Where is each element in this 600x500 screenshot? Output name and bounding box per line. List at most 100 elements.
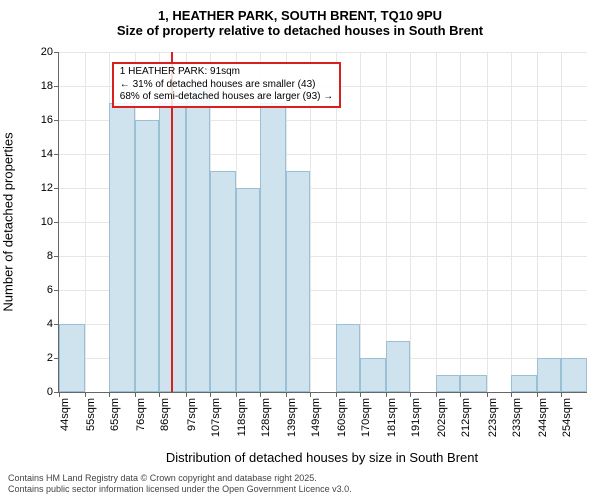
- histogram-bar: [286, 171, 310, 392]
- plot-area: 1 HEATHER PARK: 91sqm ← 31% of detached …: [58, 52, 587, 393]
- y-tick: [54, 86, 59, 87]
- x-tick: [410, 392, 411, 397]
- annotation-line2: ← 31% of detached houses are smaller (43…: [120, 79, 333, 92]
- x-tick: [135, 392, 136, 397]
- x-tick-label: 55sqm: [85, 398, 97, 431]
- attribution-line1: Contains HM Land Registry data © Crown c…: [8, 473, 600, 485]
- y-tick: [54, 256, 59, 257]
- x-tick-label: 86sqm: [159, 398, 171, 431]
- gridline-v: [436, 52, 437, 392]
- histogram-bar: [386, 341, 410, 392]
- y-tick-label: 4: [47, 318, 53, 330]
- chart-title-line2: Size of property relative to detached ho…: [0, 23, 600, 38]
- y-tick-label: 0: [47, 386, 53, 398]
- histogram-bar: [135, 120, 159, 392]
- y-tick: [54, 52, 59, 53]
- x-tick-label: 233sqm: [511, 398, 523, 437]
- histogram-bar: [210, 171, 236, 392]
- x-tick: [159, 392, 160, 397]
- x-tick-label: 212sqm: [460, 398, 472, 437]
- histogram-bar: [336, 324, 360, 392]
- y-tick-label: 14: [41, 148, 53, 160]
- x-tick-label: 254sqm: [561, 398, 573, 437]
- histogram-bar: [511, 375, 537, 392]
- x-tick-label: 118sqm: [236, 398, 248, 436]
- x-tick: [310, 392, 311, 397]
- annotation-line3: 68% of semi-detached houses are larger (…: [120, 91, 333, 104]
- y-tick: [54, 290, 59, 291]
- y-tick-label: 20: [41, 46, 53, 58]
- histogram-bar: [260, 103, 286, 392]
- x-tick: [436, 392, 437, 397]
- x-tick-label: 97sqm: [186, 398, 198, 431]
- histogram-bar: [460, 375, 486, 392]
- y-tick-label: 2: [47, 352, 53, 364]
- x-tick-label: 65sqm: [109, 398, 121, 431]
- histogram-bar: [360, 358, 386, 392]
- histogram-bar: [236, 188, 260, 392]
- y-tick-label: 12: [41, 182, 53, 194]
- x-tick-label: 170sqm: [360, 398, 372, 437]
- x-tick: [85, 392, 86, 397]
- y-tick: [54, 120, 59, 121]
- x-tick-label: 128sqm: [260, 398, 272, 437]
- x-tick-label: 160sqm: [336, 398, 348, 437]
- x-tick: [186, 392, 187, 397]
- x-tick: [537, 392, 538, 397]
- x-tick-label: 202sqm: [436, 398, 448, 437]
- y-tick-label: 16: [41, 114, 53, 126]
- x-tick: [286, 392, 287, 397]
- gridline-v: [487, 52, 488, 392]
- histogram-bar: [109, 103, 135, 392]
- x-tick: [59, 392, 60, 397]
- x-tick-label: 223sqm: [487, 398, 499, 437]
- histogram-bar: [59, 324, 85, 392]
- attribution-line2: Contains public sector information licen…: [8, 484, 600, 496]
- gridline-v: [410, 52, 411, 392]
- gridline-v: [460, 52, 461, 392]
- x-tick: [460, 392, 461, 397]
- histogram-bar: [436, 375, 460, 392]
- gridline-v: [511, 52, 512, 392]
- histogram-bar: [537, 358, 561, 392]
- x-tick: [336, 392, 337, 397]
- y-tick-label: 18: [41, 80, 53, 92]
- x-tick-label: 76sqm: [135, 398, 147, 431]
- histogram-bar: [186, 86, 210, 392]
- gridline-h: [59, 52, 587, 53]
- x-tick: [260, 392, 261, 397]
- x-tick: [236, 392, 237, 397]
- gridline-v: [85, 52, 86, 392]
- x-axis-title: Distribution of detached houses by size …: [166, 450, 478, 465]
- annotation-line1: 1 HEATHER PARK: 91sqm: [120, 66, 333, 79]
- histogram-bar: [561, 358, 587, 392]
- annotation-box: 1 HEATHER PARK: 91sqm ← 31% of detached …: [112, 62, 341, 108]
- x-tick-label: 107sqm: [210, 398, 222, 437]
- y-tick-label: 10: [41, 216, 53, 228]
- chart-title-line1: 1, HEATHER PARK, SOUTH BRENT, TQ10 9PU: [0, 0, 600, 23]
- attribution: Contains HM Land Registry data © Crown c…: [0, 473, 600, 496]
- x-tick-label: 139sqm: [286, 398, 298, 437]
- y-tick: [54, 188, 59, 189]
- x-tick: [487, 392, 488, 397]
- histogram-chart: 1, HEATHER PARK, SOUTH BRENT, TQ10 9PU S…: [0, 0, 600, 500]
- x-tick-label: 149sqm: [310, 398, 322, 437]
- x-tick-label: 181sqm: [386, 398, 398, 437]
- x-tick-label: 244sqm: [537, 398, 549, 437]
- y-axis-title: Number of detached properties: [1, 132, 16, 311]
- y-tick: [54, 222, 59, 223]
- x-tick: [511, 392, 512, 397]
- y-tick-label: 8: [47, 250, 53, 262]
- x-tick: [561, 392, 562, 397]
- x-tick: [210, 392, 211, 397]
- gridline-v: [537, 52, 538, 392]
- y-tick-label: 6: [47, 284, 53, 296]
- x-tick: [109, 392, 110, 397]
- gridline-v: [360, 52, 361, 392]
- x-tick-label: 44sqm: [59, 398, 71, 431]
- x-tick: [360, 392, 361, 397]
- x-tick-label: 191sqm: [410, 398, 422, 437]
- gridline-v: [561, 52, 562, 392]
- x-tick: [386, 392, 387, 397]
- y-tick: [54, 154, 59, 155]
